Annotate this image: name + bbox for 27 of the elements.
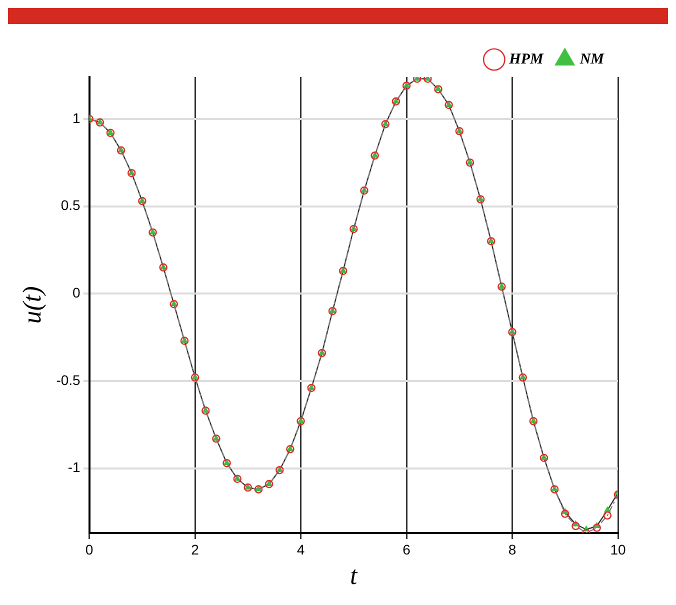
point bbox=[560, 510, 570, 518]
point bbox=[392, 97, 400, 106]
x-tick-label: 6 bbox=[402, 541, 411, 558]
y-tick-label: 1 bbox=[72, 110, 81, 126]
point bbox=[592, 524, 602, 532]
x-tick-label: 2 bbox=[191, 541, 200, 558]
point bbox=[572, 522, 580, 530]
point bbox=[338, 266, 348, 276]
x-tick-label: 0 bbox=[85, 541, 94, 558]
x-axis-title: t bbox=[350, 561, 358, 590]
y-tick-label: 0 bbox=[72, 284, 81, 301]
y-axis-title: u(t) bbox=[17, 286, 46, 324]
y-tick-label: 0.5 bbox=[60, 197, 81, 214]
point bbox=[96, 118, 104, 127]
y-tick-label: -0.5 bbox=[56, 372, 81, 388]
point bbox=[159, 263, 168, 272]
point bbox=[540, 454, 548, 462]
point bbox=[116, 146, 126, 155]
x-tick-label: 4 bbox=[296, 541, 305, 558]
point bbox=[444, 100, 453, 110]
legend-label: HPM bbox=[508, 51, 544, 68]
point bbox=[106, 128, 115, 138]
legend-label: NM bbox=[578, 51, 605, 68]
point bbox=[603, 511, 612, 520]
y-tick-label: -1 bbox=[68, 459, 81, 476]
x-tick-label: 8 bbox=[508, 541, 516, 558]
x-tick-label: 10 bbox=[610, 541, 626, 558]
